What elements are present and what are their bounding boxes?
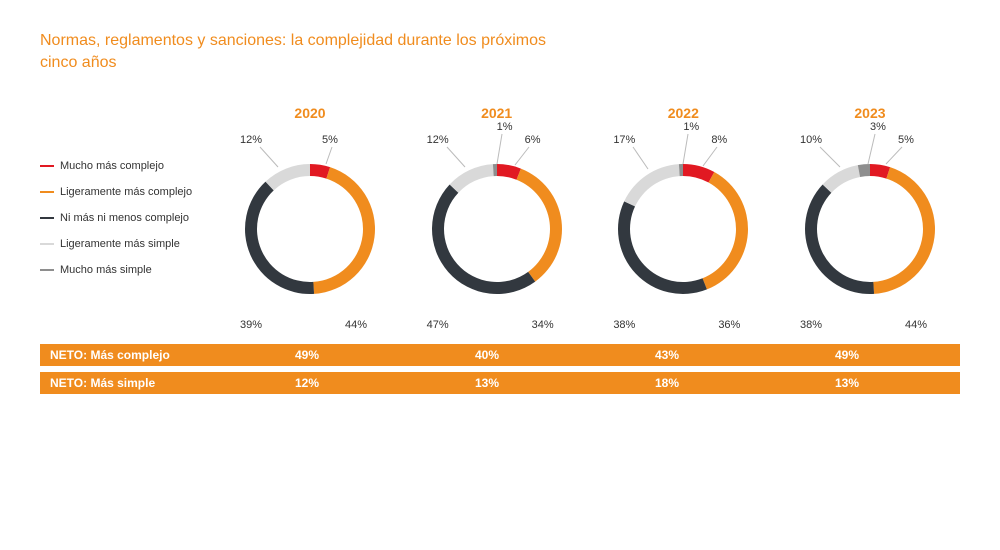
legend: Mucho más complejo Ligeramente más comple… (40, 105, 220, 290)
segment-label: 12% (240, 134, 262, 146)
donut-svg (790, 149, 950, 309)
segment-label: 8% (711, 134, 727, 146)
donut-segment (516, 168, 561, 281)
donut-segment (703, 172, 748, 289)
label-tick (447, 147, 466, 168)
summary-cell: 13% (780, 376, 960, 390)
chart-row: Mucho más complejo Ligeramente más comple… (40, 105, 960, 309)
year-label: 2022 (668, 105, 699, 121)
donut-segment (823, 165, 860, 193)
label-tick (515, 147, 530, 166)
donut-svg (417, 149, 577, 309)
segment-label: 1% (497, 121, 513, 133)
summary-label: NETO: Más complejo (40, 348, 240, 362)
segment-label: 38% (613, 319, 635, 331)
summary-cell: 43% (600, 348, 780, 362)
donut-svg (230, 149, 390, 309)
donut-segment (313, 167, 375, 294)
donut-segment (497, 164, 521, 180)
summary-cell: 13% (420, 376, 600, 390)
legend-item: Mucho más simple (40, 264, 220, 276)
segment-label: 5% (898, 134, 914, 146)
segment-label: 39% (240, 319, 262, 331)
segment-label: 47% (427, 319, 449, 331)
legend-item: Ligeramente más simple (40, 238, 220, 250)
summary-cell: 12% (240, 376, 420, 390)
segment-label: 34% (532, 319, 554, 331)
donut-svg (603, 149, 763, 309)
legend-item: Ni más ni menos complejo (40, 212, 220, 224)
summary-label: NETO: Más simple (40, 376, 240, 390)
summary-row: NETO: Más simple12%13%18%13% (40, 372, 960, 394)
donut-segment (805, 184, 874, 293)
donut-segment (624, 164, 679, 206)
label-tick (326, 147, 333, 165)
legend-swatch (40, 165, 54, 167)
label-tick (868, 134, 876, 165)
year-label: 2023 (854, 105, 885, 121)
segment-label: 5% (322, 134, 338, 146)
summary-row: NETO: Más complejo49%40%43%49% (40, 344, 960, 366)
segment-label: 10% (800, 134, 822, 146)
segment-label: 36% (718, 319, 740, 331)
label-tick (497, 134, 503, 165)
summary-cell: 49% (780, 348, 960, 362)
donut-segment (873, 167, 935, 294)
donut-segment (432, 184, 535, 293)
legend-item: Ligeramente más complejo (40, 186, 220, 198)
label-tick (886, 147, 903, 165)
segment-label: 17% (613, 134, 635, 146)
segment-label: 44% (345, 319, 367, 331)
donut-chart: 3%10%5%38%44% (790, 149, 950, 309)
donut-segment (618, 201, 707, 294)
chart-column: 2022 1%17%8%38%36% (593, 105, 773, 309)
chart-page: Normas, reglamentos y sanciones: la comp… (0, 0, 1000, 550)
donut-segment (245, 181, 314, 293)
summary-cell: 49% (240, 348, 420, 362)
legend-swatch (40, 269, 54, 271)
legend-swatch (40, 243, 54, 245)
legend-label: Ligeramente más complejo (60, 186, 192, 198)
chart-column: 2023 3%10%5%38%44% (780, 105, 960, 309)
label-tick (683, 134, 689, 165)
summary-table: NETO: Más complejo49%40%43%49%NETO: Más … (40, 344, 960, 394)
donut-chart: 1%17%8%38%36% (603, 149, 763, 309)
donut-charts: 202012%5%39%44%20211%12%6%47%34%20221%17… (220, 105, 960, 309)
segment-label: 3% (870, 121, 886, 133)
donut-segment (310, 164, 330, 179)
year-label: 2021 (481, 105, 512, 121)
donut-segment (449, 164, 493, 193)
year-label: 2020 (294, 105, 325, 121)
summary-cell: 18% (600, 376, 780, 390)
label-tick (703, 147, 718, 167)
segment-label: 44% (905, 319, 927, 331)
label-tick (260, 147, 279, 168)
legend-label: Ni más ni menos complejo (60, 212, 189, 224)
label-tick (820, 147, 841, 168)
summary-cell: 40% (420, 348, 600, 362)
donut-chart: 12%5%39%44% (230, 149, 390, 309)
legend-item: Mucho más complejo (40, 160, 220, 172)
summary-values: 12%13%18%13% (240, 376, 960, 390)
segment-label: 1% (683, 121, 699, 133)
label-tick (633, 147, 649, 170)
legend-label: Mucho más simple (60, 264, 152, 276)
legend-swatch (40, 217, 54, 219)
segment-label: 6% (525, 134, 541, 146)
donut-segment (870, 164, 890, 179)
chart-column: 2020 12%5%39%44% (220, 105, 400, 309)
donut-chart: 1%12%6%47%34% (417, 149, 577, 309)
segment-label: 12% (427, 134, 449, 146)
summary-values: 49%40%43%49% (240, 348, 960, 362)
chart-column: 2021 1%12%6%47%34% (407, 105, 587, 309)
legend-label: Mucho más complejo (60, 160, 164, 172)
legend-label: Ligeramente más simple (60, 238, 180, 250)
segment-label: 38% (800, 319, 822, 331)
page-title: Normas, reglamentos y sanciones: la comp… (40, 30, 560, 75)
legend-swatch (40, 191, 54, 193)
